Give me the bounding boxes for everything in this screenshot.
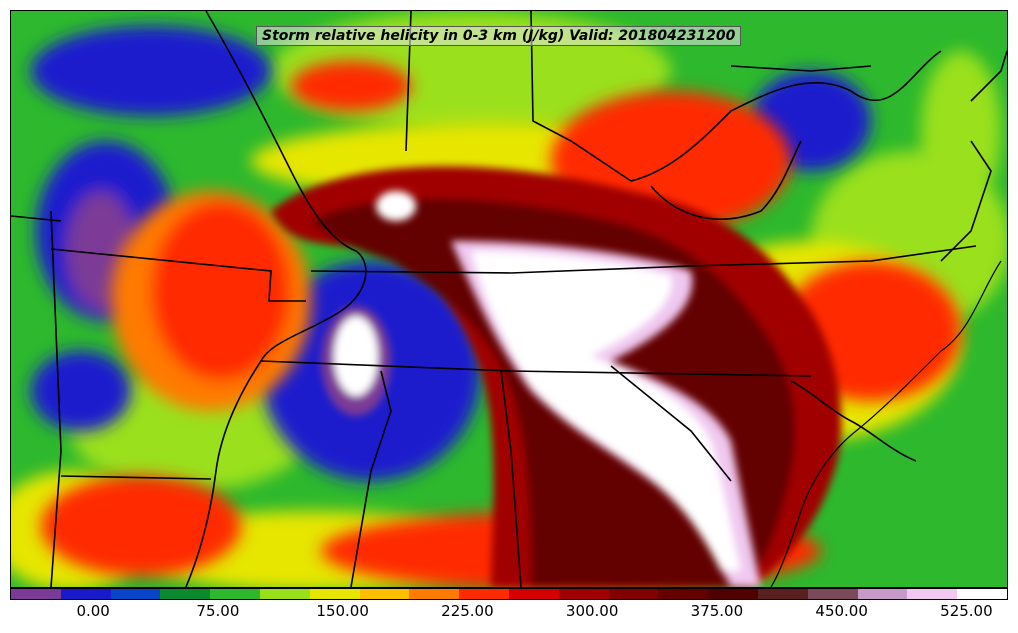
helicity-map: Storm relative helicity in 0-3 km (J/kg)…: [10, 10, 1008, 588]
colorbar-segment: [259, 589, 310, 599]
colorbar-segment: [11, 589, 61, 599]
colorbar-segment: [210, 589, 260, 599]
colorbar-segment: [110, 589, 161, 599]
colorbar-tick-label: 0.00: [76, 602, 110, 620]
colorbar-segment: [160, 589, 211, 599]
colorbar-segment: [708, 589, 758, 599]
colorbar-segment: [957, 589, 1007, 599]
colorbar-segment: [409, 589, 460, 599]
colorbar-tick-label: 450.00: [815, 602, 868, 620]
colorbar: [10, 588, 1008, 600]
colorbar-tick-label: 150.00: [316, 602, 369, 620]
colorbar-tick-label: 525.00: [940, 602, 993, 620]
map-title: Storm relative helicity in 0-3 km (J/kg)…: [256, 26, 742, 46]
colorbar-tick-label: 75.00: [196, 602, 240, 620]
colorbar-tick-label: 375.00: [690, 602, 744, 620]
colorbar-segment: [60, 589, 111, 599]
colorbar-segment: [658, 589, 709, 599]
colorbar-segment: [757, 589, 808, 599]
colorbar-segment: [907, 589, 958, 599]
colorbar-segment: [459, 589, 509, 599]
colorbar-segment: [558, 589, 609, 599]
colorbar-tick-label: 225.00: [441, 602, 494, 620]
colorbar-segment: [608, 589, 659, 599]
colorbar-segment: [309, 589, 360, 599]
helicity-field: [11, 11, 1007, 587]
state-boundaries: [11, 11, 1007, 587]
colorbar-segment: [359, 589, 410, 599]
colorbar-segment: [807, 589, 858, 599]
colorbar-tick-labels: 0.00 75.00 150.00 225.00 300.00 375.00 450.00 5…: [10, 602, 1008, 626]
colorbar-tick-label: 300.00: [565, 602, 619, 620]
colorbar-segment: [857, 589, 908, 599]
colorbar-segment: [508, 589, 559, 599]
